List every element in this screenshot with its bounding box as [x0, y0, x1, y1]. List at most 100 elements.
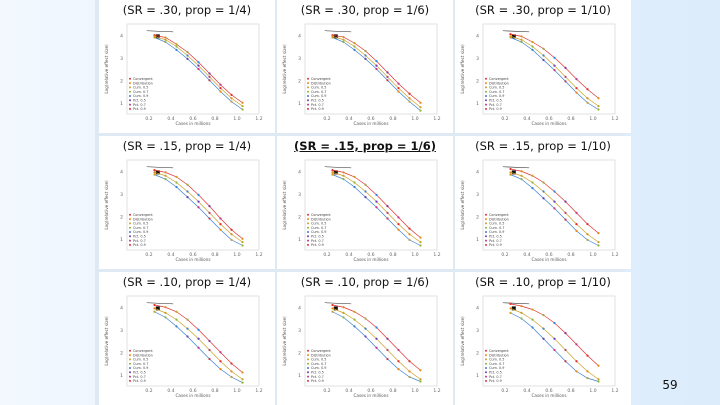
reference-line — [502, 30, 530, 33]
data-point — [564, 211, 567, 214]
reference-marker — [511, 306, 516, 311]
data-point — [520, 35, 523, 38]
x-tick-label: 0.8 — [567, 116, 574, 122]
data-point — [219, 228, 222, 231]
data-point — [342, 174, 345, 177]
data-point — [586, 88, 589, 91]
plot-frame — [126, 159, 260, 251]
data-point — [419, 236, 422, 239]
legend-label: Convergent — [133, 213, 153, 217]
x-tick-label: 0.6 — [545, 252, 552, 258]
data-point — [575, 229, 578, 232]
data-point — [364, 317, 367, 320]
data-point — [397, 216, 400, 219]
data-point — [175, 185, 178, 189]
data-point — [208, 339, 211, 343]
data-point — [575, 91, 578, 94]
data-point — [597, 244, 600, 247]
legend-marker — [129, 349, 131, 352]
data-point — [509, 36, 512, 39]
chart-panel: (SR = .15, prop = 1/4) 4 3 2 1 0.2 0.4 0.6 0.8 1… — [99, 136, 275, 269]
legend-label: Pct. 0.9 — [133, 107, 146, 111]
legend-marker — [485, 235, 487, 238]
legend-label: Convergent — [489, 77, 509, 81]
x-tick-label: 1.2 — [611, 252, 618, 258]
legend-marker — [307, 99, 309, 102]
plot-frame — [304, 23, 438, 115]
legend-marker — [485, 86, 487, 89]
chart-plot: 4 3 2 1 0.2 0.4 0.6 0.8 1.0 1.2 Cases in millions L… — [282, 23, 441, 126]
x-tick-label: 0.4 — [167, 252, 174, 258]
legend-marker — [307, 362, 309, 365]
legend-marker — [129, 371, 131, 374]
x-tick-label: 0.4 — [523, 116, 530, 122]
data-point — [175, 181, 178, 184]
data-point — [397, 348, 400, 352]
y-tick-label: 2 — [476, 350, 479, 356]
data-point — [419, 109, 422, 112]
data-point — [408, 92, 411, 95]
data-point — [575, 87, 578, 90]
data-point — [531, 48, 534, 51]
legend-label: Cum. 0.5 — [311, 86, 326, 90]
data-point — [230, 362, 233, 365]
data-point — [419, 378, 422, 381]
x-tick-label: 1.2 — [611, 388, 618, 394]
data-point — [219, 90, 222, 93]
legend-label: Pct. 0.5 — [489, 235, 502, 239]
legend-label: Cum. 0.7 — [311, 226, 326, 230]
legend-label: Distribution — [489, 353, 509, 357]
legend-label: Pct. 0.9 — [311, 379, 324, 383]
reference-line — [146, 30, 174, 33]
data-point — [575, 343, 578, 346]
x-tick-label: 1.0 — [589, 252, 596, 258]
x-axis-label: Cases in millions — [353, 257, 388, 262]
legend-marker — [129, 222, 131, 225]
legend-marker — [485, 231, 487, 233]
data-point — [342, 40, 345, 44]
chart-panel: (SR = .10, prop = 1/6) 4 3 2 1 0.2 0.4 0.6 0.8 1… — [277, 272, 453, 405]
x-tick-label: 1.2 — [255, 116, 262, 122]
data-point — [531, 326, 534, 329]
data-point — [564, 348, 567, 352]
y-axis-label: Log(relative effect size) — [282, 44, 287, 94]
plot-frame — [482, 295, 616, 387]
x-tick-label: 1.2 — [611, 116, 618, 122]
plot-frame — [482, 23, 616, 115]
data-point — [586, 101, 589, 104]
data-point — [241, 244, 244, 247]
x-tick-label: 0.8 — [567, 388, 574, 394]
legend-label: Pct. 0.5 — [311, 371, 324, 375]
data-point — [375, 337, 378, 340]
data-point — [364, 190, 367, 193]
x-tick-label: 0.2 — [323, 116, 330, 122]
legend-marker — [129, 213, 131, 216]
legend-marker — [307, 77, 309, 80]
data-point — [375, 193, 378, 196]
data-point — [520, 40, 523, 44]
legend-marker — [307, 213, 309, 216]
y-tick-label: 4 — [298, 169, 301, 175]
data-point — [542, 58, 545, 62]
x-tick-label: 1.2 — [433, 252, 440, 258]
x-tick-label: 0.8 — [211, 116, 218, 122]
y-tick-label: 1 — [298, 237, 301, 243]
reference-marker — [511, 170, 516, 175]
data-point — [164, 171, 167, 174]
reference-marker — [155, 34, 160, 39]
legend-marker — [307, 90, 309, 93]
data-point — [397, 87, 400, 90]
data-point — [208, 75, 211, 78]
legend-label: Pct. 0.5 — [311, 99, 324, 103]
y-tick-label: 4 — [476, 169, 479, 175]
chart-title-link[interactable]: (SR = .15, prop = 1/6) — [294, 139, 436, 153]
data-point — [353, 318, 356, 321]
data-point — [342, 178, 345, 181]
legend-label: Cum. 0.5 — [489, 358, 504, 362]
x-tick-label: 0.2 — [323, 388, 330, 394]
x-tick-label: 0.8 — [389, 252, 396, 258]
data-point — [153, 173, 156, 176]
data-point — [353, 42, 356, 45]
x-tick-label: 0.2 — [323, 252, 330, 258]
legend-marker — [307, 235, 309, 238]
